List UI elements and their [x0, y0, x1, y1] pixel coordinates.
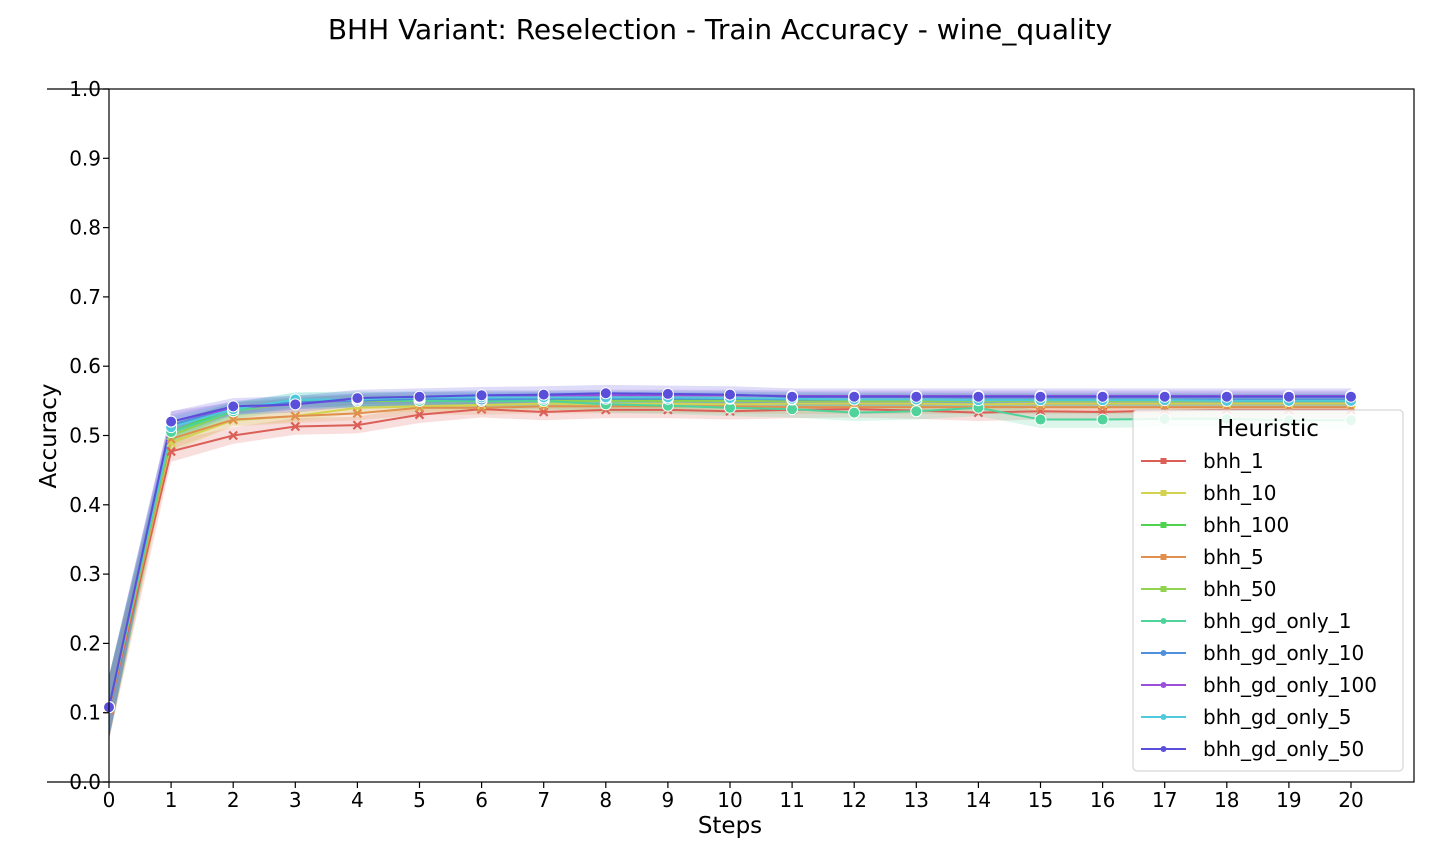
point-bhh_1 [290, 421, 301, 432]
legend-label-bhh_100: bhh_100 [1203, 513, 1289, 537]
x-tick-label: 15 [1028, 788, 1053, 812]
legend-marker-bhh_gd_only_10 [1160, 650, 1167, 656]
point-bhh_gd_only_50 [1096, 390, 1109, 403]
point-bhh_gd_only_1 [848, 406, 861, 419]
legend-label-bhh_50: bhh_50 [1203, 577, 1277, 601]
y-tick-label: 1.0 [69, 77, 101, 101]
x-tick-label: 2 [227, 788, 240, 812]
x-tick-label: 11 [779, 788, 804, 812]
point-bhh_gd_only_50 [537, 388, 550, 401]
point-bhh_gd_only_50 [661, 387, 674, 400]
y-tick-label: 0.1 [69, 701, 101, 725]
legend-box [1132, 409, 1404, 772]
point-bhh_1 [166, 446, 176, 457]
point-bhh_1 [228, 430, 238, 441]
point-bhh_gd_only_50 [910, 390, 923, 403]
legend-label-bhh_10: bhh_10 [1203, 481, 1277, 505]
y-tick-label: 0.9 [69, 146, 101, 170]
point-bhh_gd_only_50 [165, 415, 178, 428]
point-bhh_gd_only_50 [351, 392, 364, 405]
legend-marker-bhh_gd_only_5 [1160, 714, 1167, 720]
legend-marker-bhh_gd_only_100 [1160, 682, 1167, 688]
legend-label-bhh_gd_only_5: bhh_gd_only_5 [1203, 705, 1351, 729]
point-bhh_gd_only_50 [227, 400, 240, 413]
point-bhh_gd_only_50 [724, 388, 736, 401]
legend-marker-bhh_50 [1160, 586, 1167, 592]
legend-label-bhh_gd_only_10: bhh_gd_only_10 [1203, 641, 1364, 665]
x-tick-label: 12 [841, 788, 866, 812]
point-bhh_5 [352, 408, 363, 419]
x-tick-label: 10 [717, 788, 742, 812]
point-bhh_gd_only_1 [1034, 413, 1047, 426]
legend-label-bhh_gd_only_50: bhh_gd_only_50 [1203, 737, 1364, 761]
point-bhh_gd_only_50 [1345, 390, 1357, 403]
point-bhh_1 [414, 409, 425, 420]
y-tick-label: 0.0 [69, 770, 101, 794]
point-bhh_10 [166, 437, 176, 448]
y-tick-label: 0.3 [69, 562, 101, 586]
point-bhh_gd_only_1 [910, 405, 923, 418]
x-tick-label: 6 [475, 788, 488, 812]
point-bhh_gd_only_50 [972, 390, 985, 403]
y-tick-label: 0.8 [69, 216, 101, 240]
x-axis-ticks: 0 1 2 3 4 5 6 7 8 9 10 11 12 13 14 15 16 17 18 19 20 [103, 782, 1364, 812]
x-tick-label: 9 [662, 788, 675, 812]
point-bhh_gd_only_1 [1096, 413, 1109, 426]
legend-title: Heuristic [1217, 416, 1319, 442]
legend: Heuristic bhh_1bhh_10bhh_100bhh_5bhh_50b… [1132, 409, 1404, 772]
x-tick-label: 17 [1152, 788, 1177, 812]
legend-marker-bhh_1 [1160, 458, 1167, 464]
point-bhh_gd_only_50 [289, 398, 302, 411]
y-tick-label: 0.5 [69, 424, 101, 448]
x-tick-label: 16 [1090, 788, 1115, 812]
point-bhh_5 [290, 411, 301, 421]
point-bhh_gd_only_50 [599, 387, 612, 400]
legend-entries: bhh_1 bhh_10 bhh_100 bhh_5 bhh_50 bhh_gd_only… [1141, 449, 1377, 761]
point-bhh_gd_only_50 [848, 390, 861, 403]
y-tick-label: 0.4 [69, 493, 101, 517]
chart-title: BHH Variant: Reselection - Train Accurac… [328, 13, 1112, 46]
x-tick-label: 3 [289, 788, 302, 812]
point-bhh_gd_only_50 [1220, 390, 1233, 403]
point-bhh_5 [228, 414, 238, 425]
x-tick-label: 4 [351, 788, 364, 812]
point-bhh_gd_only_50 [1034, 390, 1047, 403]
x-tick-label: 7 [537, 788, 550, 812]
y-axis-ticks: 0.0 0.1 0.2 0.3 0.4 0.5 0.6 0.7 0.8 0.9 1.0 [69, 77, 109, 794]
legend-label-bhh_gd_only_1: bhh_gd_only_1 [1203, 609, 1351, 633]
point-bhh_gd_only_50 [413, 390, 426, 403]
x-tick-label: 20 [1338, 788, 1363, 812]
x-tick-label: 1 [165, 788, 178, 812]
y-axis-label: Accuracy [36, 383, 62, 488]
legend-label-bhh_1: bhh_1 [1203, 449, 1264, 473]
legend-marker-bhh_gd_only_1 [1160, 618, 1167, 624]
x-tick-label: 0 [103, 788, 116, 812]
legend-marker-bhh_100 [1160, 522, 1167, 528]
x-tick-label: 18 [1214, 788, 1239, 812]
x-tick-label: 5 [413, 788, 426, 812]
legend-marker-bhh_10 [1160, 490, 1167, 496]
legend-label-bhh_5: bhh_5 [1203, 545, 1264, 569]
point-bhh_1 [352, 420, 363, 430]
point-bhh_gd_only_50 [786, 390, 799, 403]
point-bhh_gd_only_50 [1158, 390, 1171, 403]
legend-marker-bhh_5 [1160, 554, 1167, 560]
y-tick-label: 0.6 [69, 354, 101, 378]
x-tick-label: 13 [904, 788, 929, 812]
x-axis-label: Steps [698, 813, 762, 839]
y-tick-label: 0.7 [69, 285, 101, 309]
legend-marker-bhh_gd_only_50 [1160, 746, 1167, 752]
y-tick-label: 0.2 [69, 631, 101, 655]
point-bhh_gd_only_50 [1282, 390, 1295, 403]
x-tick-label: 19 [1276, 788, 1301, 812]
legend-label-bhh_gd_only_100: bhh_gd_only_100 [1203, 673, 1377, 697]
x-tick-label: 8 [599, 788, 612, 812]
point-bhh_gd_only_50 [475, 389, 488, 402]
x-tick-label: 14 [966, 788, 991, 812]
